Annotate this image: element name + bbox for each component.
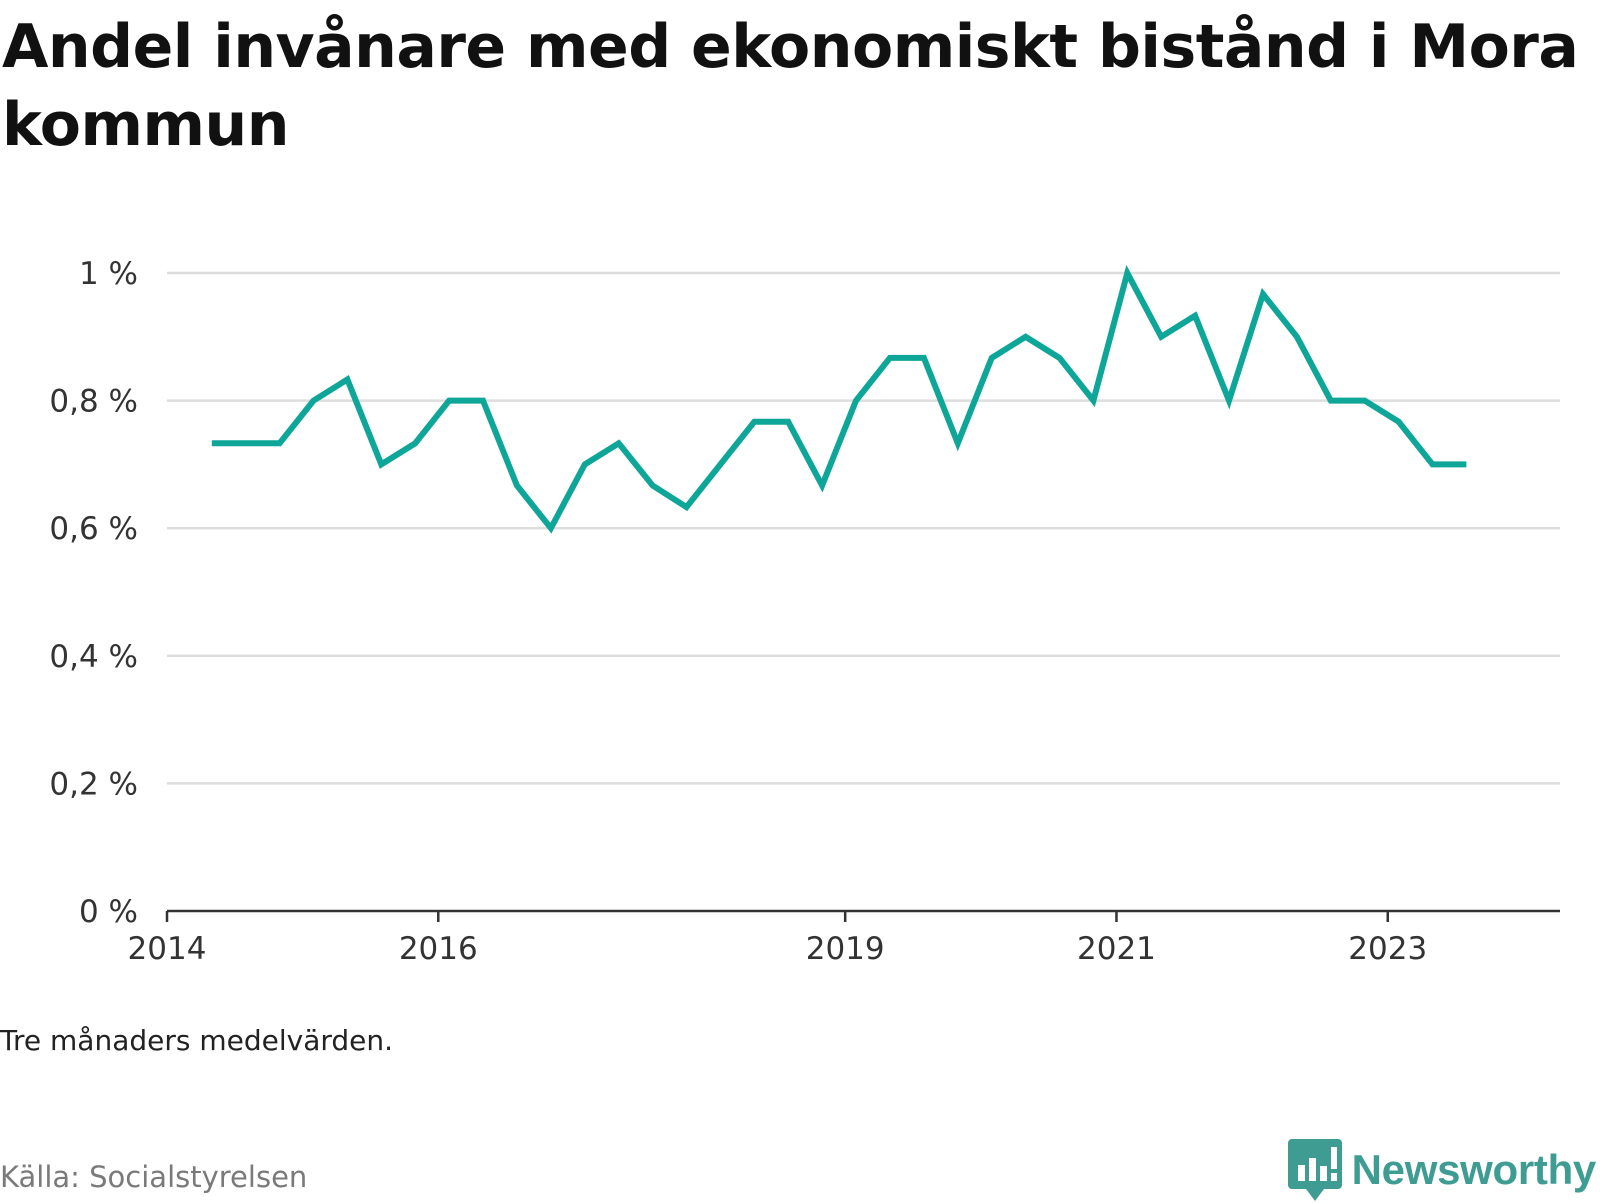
chart-title: Andel invånare med ekonomiskt bistånd i …	[2, 12, 1579, 160]
y-tick-label-4: 0,8 %	[49, 384, 138, 420]
x-tick-label-0: 2014	[128, 931, 207, 967]
newsworthy-logo-icon	[1287, 1139, 1342, 1201]
series-line-0	[211, 264, 1467, 534]
y-tick-label-3: 0,6 %	[49, 511, 138, 547]
chart-note: Tre månaders medelvärden.	[0, 1024, 394, 1057]
brand-name: Newsworthy	[1351, 1146, 1597, 1193]
y-tick-label-2: 0,4 %	[49, 639, 138, 675]
series	[211, 264, 1467, 534]
y-tick-label-5: 1 %	[79, 256, 138, 292]
x-tick-label-2: 2019	[806, 931, 885, 967]
x-tick-label-4: 2023	[1348, 931, 1427, 967]
y-tick-label-0: 0 %	[79, 894, 138, 930]
x-axis-tick-labels: 2014 2016 2019 2021 2023	[128, 931, 1428, 967]
gridlines	[167, 271, 1560, 785]
y-tick-label-1: 0,2 %	[49, 766, 138, 802]
source-credit: Källa: Socialstyrelsen	[0, 1160, 308, 1194]
y-axis-tick-labels: 0 % 0,2 % 0,4 % 0,6 % 0,8 % 1 %	[49, 256, 138, 930]
x-tick-label-3: 2021	[1077, 931, 1156, 967]
x-axis	[165, 909, 1560, 922]
brand: Newsworthy	[1287, 1137, 1597, 1203]
x-tick-label-1: 2016	[399, 931, 478, 967]
